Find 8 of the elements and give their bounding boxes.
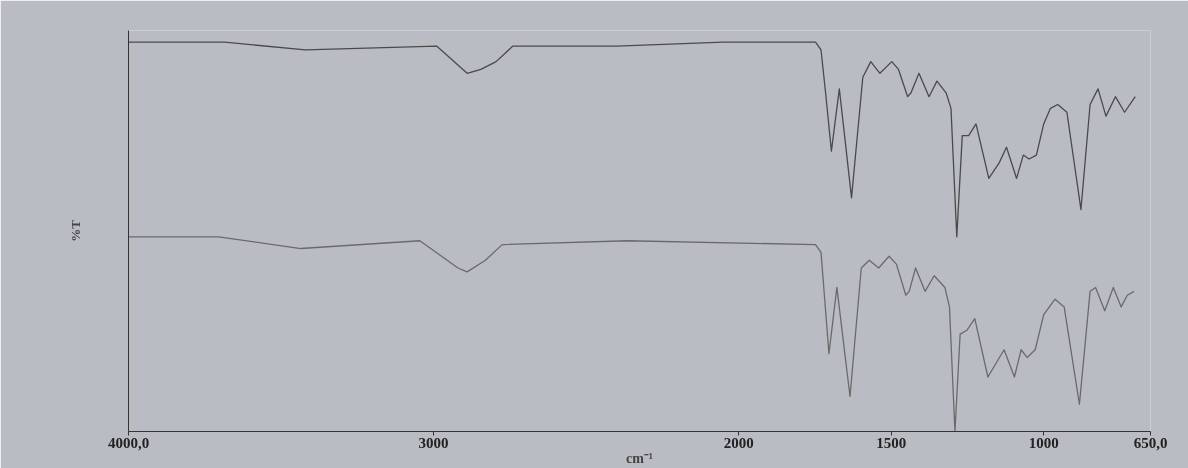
x-tick-label: 3000 bbox=[418, 434, 449, 451]
x-tick-label: 4000,0 bbox=[107, 434, 150, 451]
x-tick-label: 1500 bbox=[876, 434, 907, 451]
x-tick-label: 650,0 bbox=[1133, 434, 1168, 451]
y-axis-title: %T bbox=[67, 219, 83, 242]
x-tick-label: 2000 bbox=[723, 434, 754, 451]
x-axis-title: cm⁻¹ bbox=[625, 450, 654, 466]
x-tick-label: 1000 bbox=[1028, 434, 1059, 451]
